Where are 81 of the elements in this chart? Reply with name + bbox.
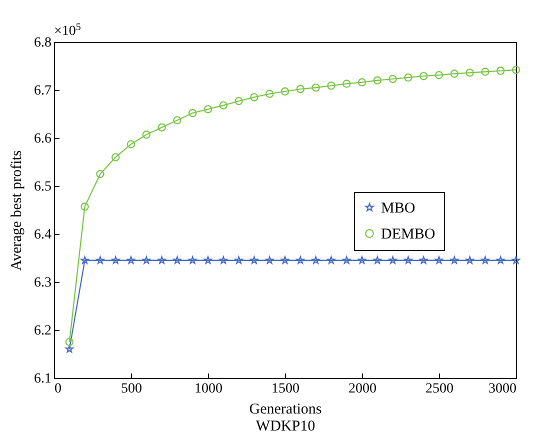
y-tick-label: 6.3 bbox=[34, 276, 52, 290]
point bbox=[388, 74, 397, 84]
x-tick-label: 2500 bbox=[426, 382, 454, 396]
point bbox=[96, 256, 104, 264]
point bbox=[496, 66, 505, 75]
legend-label: MBO bbox=[381, 200, 416, 216]
point bbox=[466, 68, 474, 77]
point bbox=[127, 256, 135, 264]
point bbox=[512, 66, 520, 74]
point bbox=[204, 105, 212, 114]
point bbox=[435, 256, 443, 264]
x-tick-label: 500 bbox=[121, 382, 142, 396]
point bbox=[266, 256, 274, 264]
point bbox=[296, 84, 305, 94]
y-tick-label: 6.1 bbox=[34, 372, 52, 386]
x-tick-label: 1000 bbox=[194, 382, 222, 396]
x-tick-label: 3000 bbox=[488, 382, 516, 396]
x-tick-label: 1500 bbox=[272, 382, 300, 396]
point bbox=[234, 256, 243, 264]
point bbox=[481, 68, 490, 76]
point bbox=[126, 140, 136, 148]
point bbox=[434, 70, 444, 80]
x-tick-label: 0 bbox=[54, 382, 62, 396]
point bbox=[312, 83, 320, 92]
point bbox=[250, 93, 258, 102]
point bbox=[358, 78, 366, 86]
point bbox=[358, 256, 366, 264]
point bbox=[327, 256, 336, 264]
point bbox=[312, 256, 320, 264]
point bbox=[250, 256, 258, 264]
point bbox=[450, 70, 459, 78]
text: WDKP10 bbox=[256, 418, 316, 434]
point bbox=[388, 256, 397, 264]
y-tick-label: 6.7 bbox=[34, 84, 52, 98]
point bbox=[419, 72, 428, 80]
x-axis-title: Generations bbox=[249, 402, 322, 418]
point bbox=[466, 256, 474, 264]
point bbox=[65, 338, 74, 346]
point bbox=[342, 80, 351, 88]
point bbox=[404, 256, 412, 264]
point bbox=[158, 123, 166, 132]
x-tick-label: 2000 bbox=[348, 382, 376, 396]
point bbox=[420, 256, 428, 264]
point bbox=[188, 108, 197, 118]
point bbox=[296, 256, 304, 264]
point bbox=[142, 256, 150, 264]
point bbox=[80, 256, 89, 264]
point bbox=[219, 256, 228, 264]
point bbox=[204, 256, 212, 264]
point bbox=[234, 96, 243, 106]
y-tick-label: 6.4 bbox=[34, 228, 52, 242]
point bbox=[512, 256, 520, 264]
point bbox=[373, 76, 382, 85]
y-axis-title: Average best profits bbox=[9, 150, 25, 271]
point bbox=[112, 256, 120, 264]
point bbox=[481, 256, 490, 264]
point bbox=[96, 170, 104, 178]
point bbox=[142, 130, 151, 139]
point bbox=[496, 256, 505, 264]
y-tick-label: 6.8 bbox=[34, 36, 52, 50]
point bbox=[281, 256, 289, 264]
point bbox=[450, 256, 458, 264]
point bbox=[404, 73, 412, 82]
point bbox=[280, 87, 290, 96]
y-tick-label: 6.6 bbox=[34, 132, 52, 146]
point bbox=[173, 116, 182, 124]
point bbox=[188, 256, 197, 264]
text: ×10$^{5}$ bbox=[54, 22, 81, 39]
legend-label: DEMBO bbox=[381, 226, 436, 242]
point bbox=[80, 202, 89, 211]
point bbox=[111, 153, 120, 162]
point bbox=[373, 256, 382, 264]
point bbox=[158, 256, 166, 264]
point bbox=[342, 256, 351, 264]
point bbox=[219, 101, 228, 110]
point bbox=[327, 82, 336, 90]
y-tick-label: 6.2 bbox=[34, 324, 52, 338]
point bbox=[265, 90, 274, 98]
y-tick-label: 6.5 bbox=[34, 180, 52, 194]
point bbox=[65, 345, 74, 353]
point bbox=[173, 256, 182, 264]
